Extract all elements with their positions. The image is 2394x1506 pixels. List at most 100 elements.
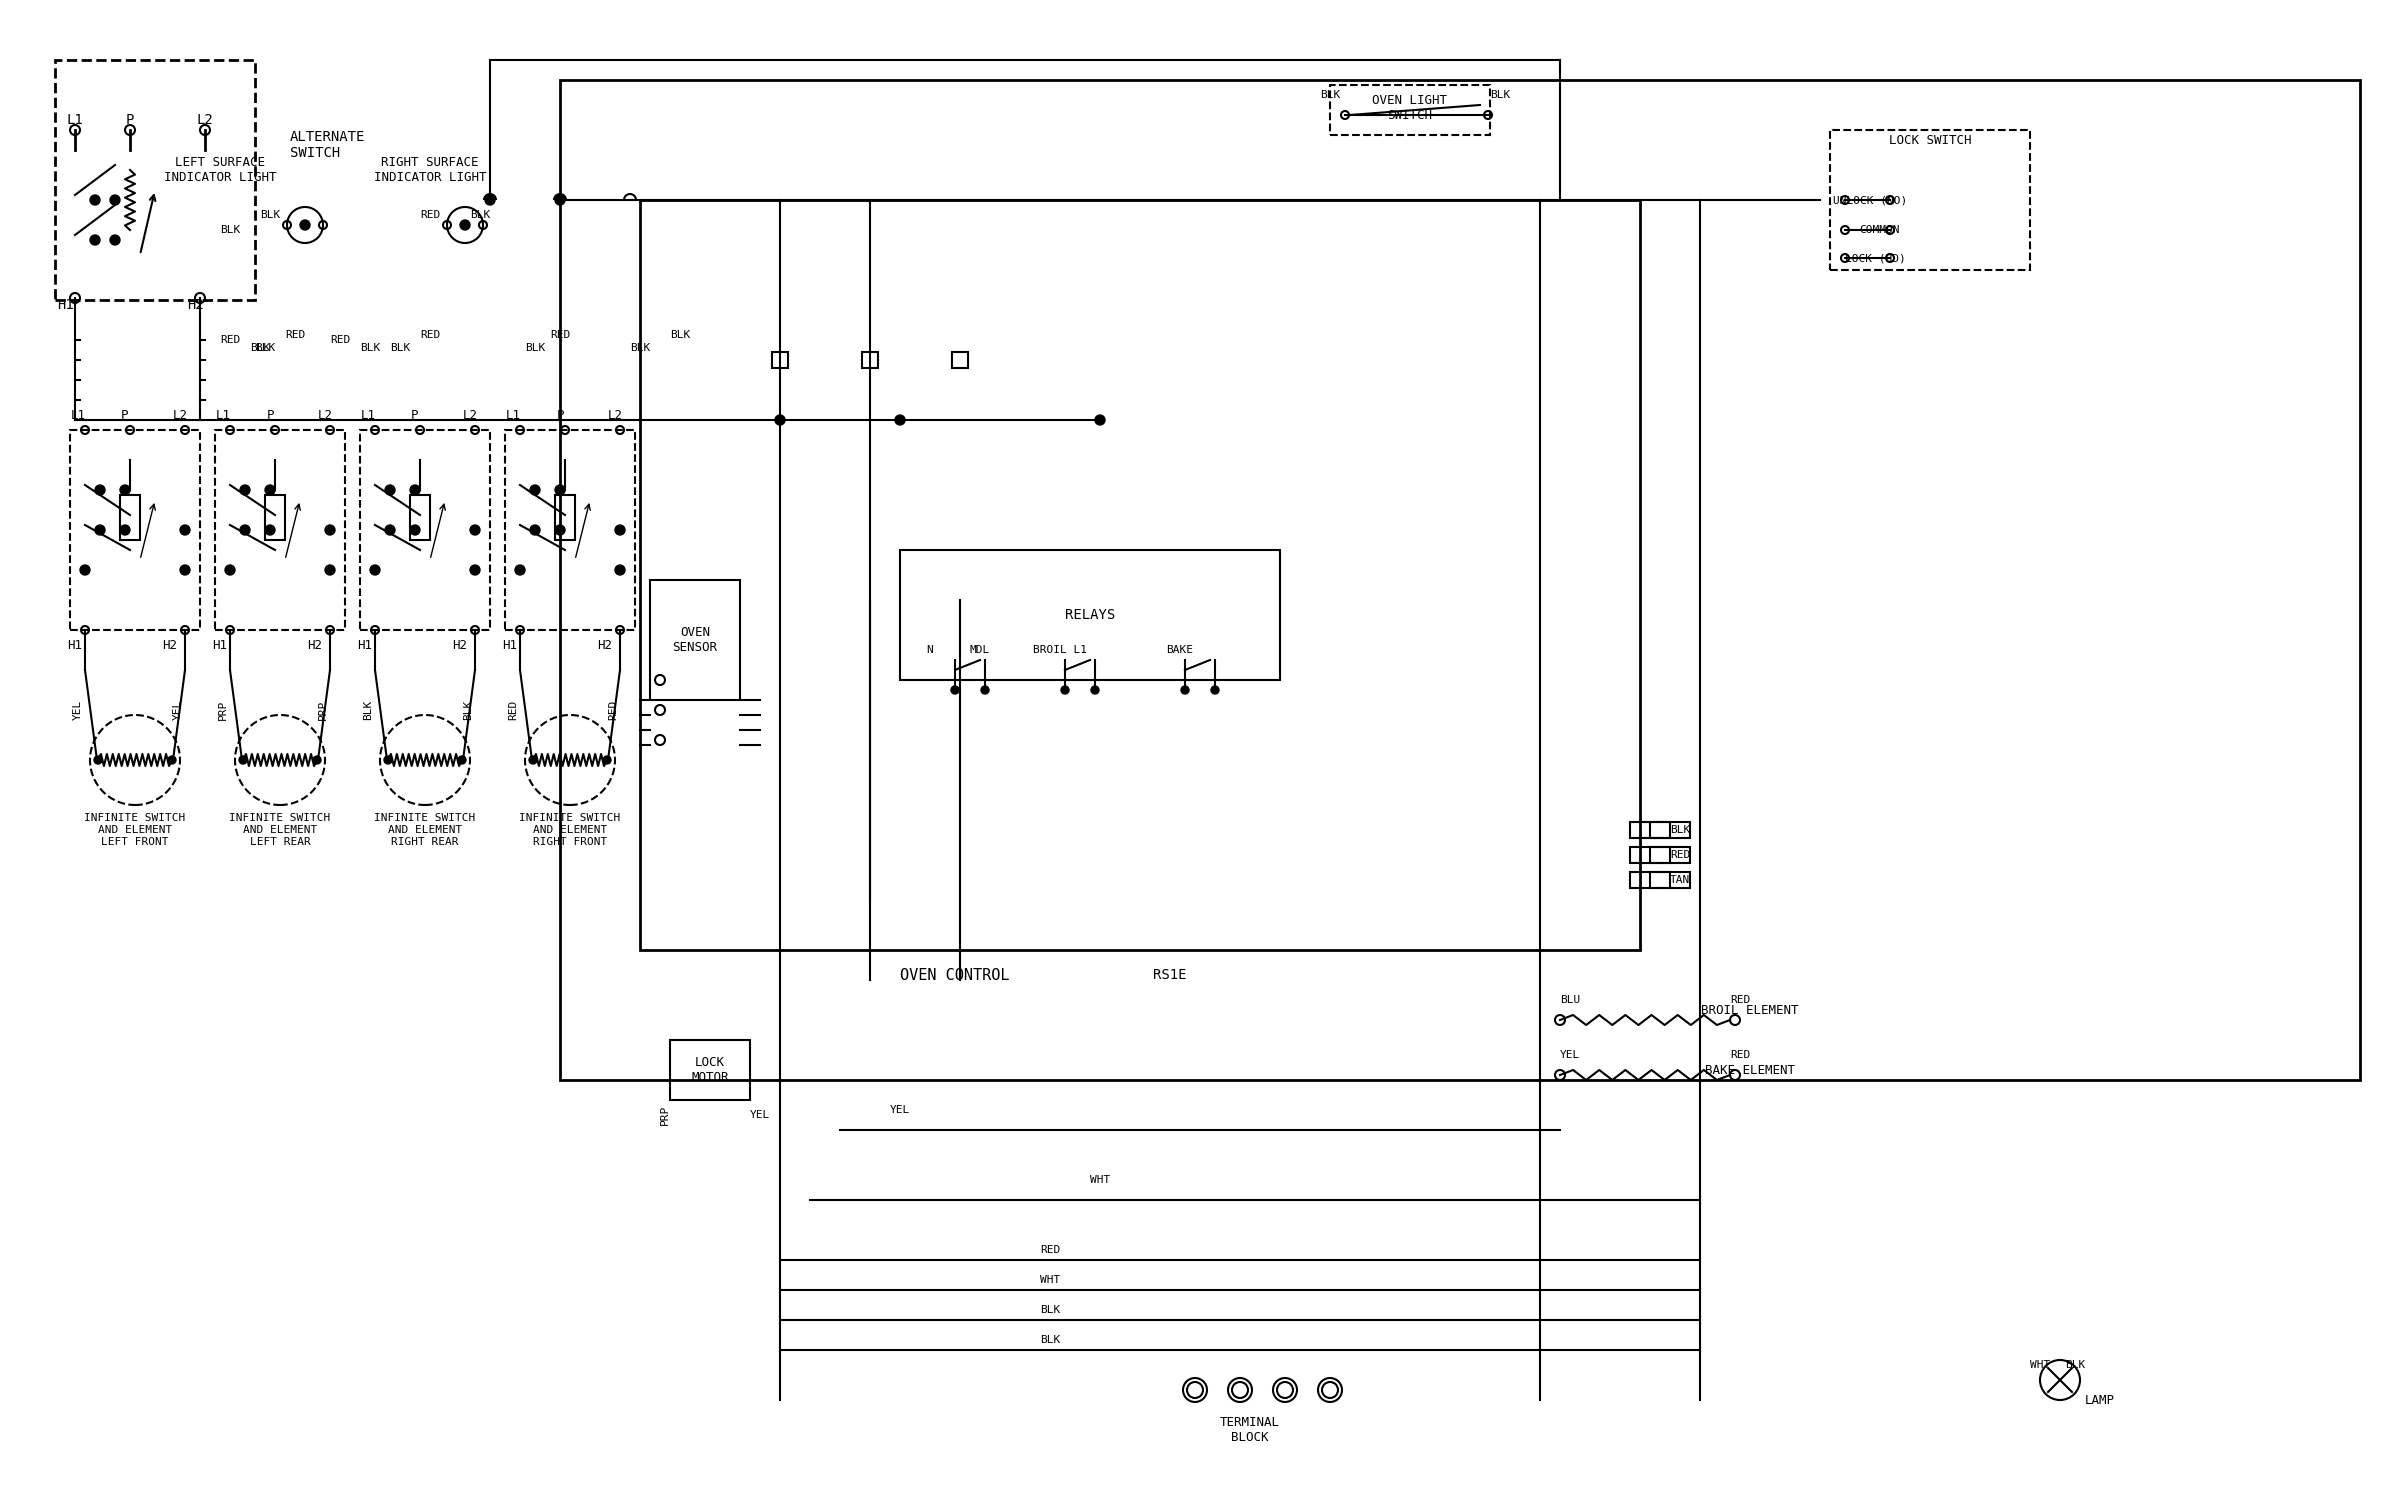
- Text: L1: L1: [69, 408, 86, 422]
- Text: BAKE ELEMENT: BAKE ELEMENT: [1705, 1063, 1796, 1077]
- Text: H1: H1: [213, 639, 227, 652]
- Circle shape: [299, 220, 309, 230]
- Bar: [120, 495, 139, 541]
- Bar: [639, 200, 1640, 950]
- Text: P: P: [555, 408, 563, 422]
- Bar: [1649, 872, 1690, 889]
- Circle shape: [110, 194, 120, 205]
- Circle shape: [555, 485, 565, 495]
- Circle shape: [266, 485, 275, 495]
- Circle shape: [371, 565, 381, 575]
- Text: BLU: BLU: [1561, 995, 1580, 1005]
- Circle shape: [615, 565, 625, 575]
- Circle shape: [409, 526, 419, 535]
- Text: RED: RED: [285, 330, 304, 340]
- Bar: [555, 495, 575, 541]
- Text: RED: RED: [608, 700, 618, 720]
- Text: RED: RED: [330, 334, 350, 345]
- Text: OVEN LIGHT
SWITCH: OVEN LIGHT SWITCH: [1372, 93, 1448, 122]
- Circle shape: [168, 756, 177, 764]
- Circle shape: [326, 526, 335, 535]
- Text: RED: RED: [220, 334, 239, 345]
- Bar: [862, 352, 879, 367]
- Circle shape: [239, 485, 249, 495]
- Text: H2: H2: [306, 639, 323, 652]
- Text: BLK: BLK: [469, 209, 491, 220]
- Bar: [651, 580, 740, 700]
- Text: BLK: BLK: [249, 343, 271, 352]
- Text: BLK: BLK: [2066, 1360, 2085, 1370]
- Circle shape: [457, 756, 467, 764]
- Text: YEL: YEL: [891, 1105, 910, 1114]
- Bar: [1630, 872, 1671, 889]
- Text: H2: H2: [598, 639, 613, 652]
- Circle shape: [96, 485, 105, 495]
- Text: H1: H1: [357, 639, 373, 652]
- Text: L2: L2: [172, 408, 187, 422]
- Circle shape: [1211, 687, 1219, 694]
- Circle shape: [91, 194, 101, 205]
- Circle shape: [1092, 687, 1099, 694]
- Text: RED: RED: [1731, 1050, 1750, 1060]
- Circle shape: [555, 194, 565, 205]
- Circle shape: [110, 235, 120, 245]
- Circle shape: [314, 756, 321, 764]
- Text: OVEN CONTROL: OVEN CONTROL: [900, 967, 1010, 982]
- Text: WHT: WHT: [2030, 1360, 2049, 1370]
- Text: LAMP: LAMP: [2085, 1393, 2114, 1407]
- Text: PRP: PRP: [661, 1105, 670, 1125]
- Text: H1: H1: [67, 639, 81, 652]
- Circle shape: [239, 756, 247, 764]
- Circle shape: [225, 565, 235, 575]
- Circle shape: [515, 565, 524, 575]
- Text: BLK: BLK: [1039, 1334, 1061, 1345]
- Text: BLK: BLK: [359, 343, 381, 352]
- Text: BLK: BLK: [524, 343, 546, 352]
- Circle shape: [385, 526, 395, 535]
- Text: COMMON: COMMON: [1860, 224, 1901, 235]
- Text: L2: L2: [318, 408, 333, 422]
- Circle shape: [895, 416, 905, 425]
- Text: TERMINAL
BLOCK: TERMINAL BLOCK: [1221, 1416, 1281, 1444]
- Text: BLK: BLK: [1319, 90, 1341, 99]
- Text: H1: H1: [57, 298, 74, 312]
- Bar: [69, 431, 201, 630]
- Circle shape: [460, 220, 469, 230]
- Circle shape: [469, 526, 481, 535]
- Text: H2: H2: [452, 639, 467, 652]
- Text: BLK: BLK: [261, 209, 280, 220]
- Circle shape: [266, 526, 275, 535]
- Circle shape: [1061, 687, 1070, 694]
- Text: BLK: BLK: [462, 700, 474, 720]
- Bar: [1649, 822, 1690, 837]
- Text: RED: RED: [1671, 849, 1690, 860]
- Text: BLK: BLK: [670, 330, 689, 340]
- Text: L1: L1: [505, 408, 519, 422]
- Text: BLK: BLK: [1489, 90, 1511, 99]
- Text: LOCK
MOTOR: LOCK MOTOR: [692, 1056, 728, 1084]
- Circle shape: [529, 526, 541, 535]
- Circle shape: [326, 565, 335, 575]
- Text: PRP: PRP: [318, 700, 328, 720]
- Circle shape: [79, 565, 91, 575]
- Text: PRP: PRP: [218, 700, 227, 720]
- Circle shape: [469, 565, 481, 575]
- Bar: [670, 1041, 749, 1099]
- Text: INFINITE SWITCH
AND ELEMENT
LEFT FRONT: INFINITE SWITCH AND ELEMENT LEFT FRONT: [84, 813, 187, 846]
- Text: BROIL ELEMENT: BROIL ELEMENT: [1702, 1003, 1798, 1017]
- Bar: [560, 80, 2360, 1080]
- Text: TAN: TAN: [1671, 875, 1690, 886]
- Text: RELAYS: RELAYS: [1065, 608, 1116, 622]
- Text: RED: RED: [1039, 1245, 1061, 1254]
- Bar: [266, 495, 285, 541]
- Circle shape: [409, 485, 419, 495]
- Text: BAKE: BAKE: [1166, 645, 1195, 655]
- Bar: [1630, 846, 1671, 863]
- Text: YEL: YEL: [1561, 1050, 1580, 1060]
- Text: INFINITE SWITCH
AND ELEMENT
LEFT REAR: INFINITE SWITCH AND ELEMENT LEFT REAR: [230, 813, 330, 846]
- Text: BLK: BLK: [1671, 825, 1690, 834]
- Text: H2: H2: [163, 639, 177, 652]
- Circle shape: [180, 526, 189, 535]
- Text: LOCK SWITCH: LOCK SWITCH: [1889, 134, 1970, 146]
- Circle shape: [1094, 416, 1106, 425]
